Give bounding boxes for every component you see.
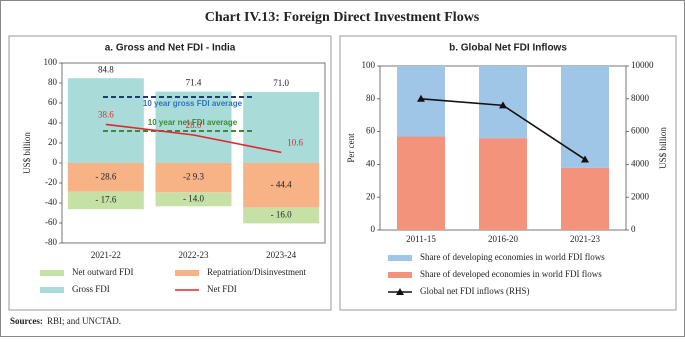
value-label: 84.8 — [98, 64, 114, 74]
legend-swatch — [175, 270, 199, 276]
value-label: -2 9.3 — [183, 172, 204, 182]
y-tick-label: 40 — [48, 117, 58, 127]
reference-label: 10 year net FDI average — [148, 118, 238, 127]
y-axis-label: US$ billion — [22, 132, 32, 174]
y2-tick-label: 6000 — [631, 126, 650, 136]
legend-label: Net FDI — [207, 284, 237, 294]
y2-tick-label: 2000 — [631, 191, 650, 201]
y2-tick-label: 8000 — [631, 93, 650, 103]
legend-label: Share of developed economies in world FD… — [420, 269, 602, 279]
legend-label: Global net FDI inflows (RHS) — [420, 286, 530, 296]
panel-a — [8, 35, 332, 311]
y-tick-label: 0 — [371, 224, 376, 234]
y2-axis-label: US$ billion — [658, 127, 668, 169]
bar — [243, 163, 320, 208]
bar — [243, 92, 320, 163]
y-tick-label: -60 — [45, 217, 57, 227]
legend-swatch — [40, 270, 64, 276]
bar — [155, 91, 232, 163]
value-label: 71.0 — [273, 78, 289, 88]
bar — [67, 78, 144, 163]
plot-frame — [61, 62, 326, 244]
x-tick-label: 2022-23 — [179, 250, 209, 260]
bar — [397, 136, 445, 230]
value-label: 10.6 — [287, 137, 303, 147]
y-tick-label: 20 — [48, 137, 58, 147]
bar — [155, 163, 232, 193]
bar — [243, 207, 320, 224]
legend-label: Repatriation/Disinvestment — [207, 267, 306, 277]
y-tick-label: 20 — [366, 191, 376, 201]
legend-swatch — [388, 255, 412, 261]
y-tick-label: 60 — [366, 126, 376, 136]
y-tick-label: 60 — [48, 97, 58, 107]
value-label: - 17.6 — [95, 194, 116, 204]
y-tick-label: 80 — [48, 77, 58, 87]
y-tick-label: 0 — [53, 157, 58, 167]
x-tick-label: 2016-20 — [488, 234, 518, 244]
value-label: 38.6 — [98, 109, 114, 119]
marker — [581, 155, 589, 163]
x-tick-label: 2021-22 — [91, 250, 121, 260]
legend-marker — [396, 288, 404, 295]
value-label: 71.4 — [186, 78, 202, 88]
bar — [561, 66, 609, 168]
bar — [67, 191, 144, 210]
value-label: - 28.6 — [95, 171, 116, 181]
y-tick-label: -20 — [45, 177, 57, 187]
reference-label: 10 year gross FDI average — [143, 99, 243, 108]
legend-swatch — [40, 287, 64, 293]
source-text: RBI; and UNCTAD. — [47, 316, 121, 326]
marker — [499, 101, 507, 109]
legend-swatch — [388, 272, 412, 278]
marker — [417, 94, 425, 102]
y-tick-label: -80 — [45, 237, 57, 247]
value-label: 28.0 — [186, 120, 202, 130]
chart-title: a. Gross and Net FDI - India — [105, 43, 236, 54]
x-tick-label: 2021-23 — [570, 234, 600, 244]
y-tick-label: -40 — [45, 197, 57, 207]
legend-label: Share of developing economies in world F… — [420, 252, 605, 262]
bar — [67, 163, 144, 192]
value-label: - 14.0 — [183, 193, 204, 203]
y-tick-label: 80 — [366, 93, 376, 103]
legend-label: Gross FDI — [72, 284, 110, 294]
bar — [155, 192, 232, 207]
y-tick-label: 40 — [366, 158, 376, 168]
y2-tick-label: 10000 — [631, 60, 654, 70]
bar — [561, 167, 609, 230]
bar — [479, 138, 527, 230]
x-tick-label: 2011-15 — [406, 234, 436, 244]
x-tick-label: 2023-24 — [266, 250, 296, 260]
panel-b — [339, 35, 677, 311]
source-label: Sources: — [10, 316, 43, 326]
value-label: - 16.0 — [271, 209, 292, 219]
chart-title: b. Global Net FDI Inflows — [449, 43, 567, 54]
y2-tick-label: 4000 — [631, 158, 650, 168]
y-tick-label: 100 — [362, 60, 376, 70]
line — [105, 123, 282, 154]
legend-label: Net outward FDI — [72, 267, 134, 277]
value-label: - 44.4 — [271, 179, 292, 189]
y-axis-label: Per cent — [346, 133, 356, 163]
page-title: Chart IV.13: Foreign Direct Investment F… — [205, 10, 480, 25]
y-tick-label: 100 — [44, 57, 58, 67]
y2-tick-label: 0 — [631, 224, 636, 234]
